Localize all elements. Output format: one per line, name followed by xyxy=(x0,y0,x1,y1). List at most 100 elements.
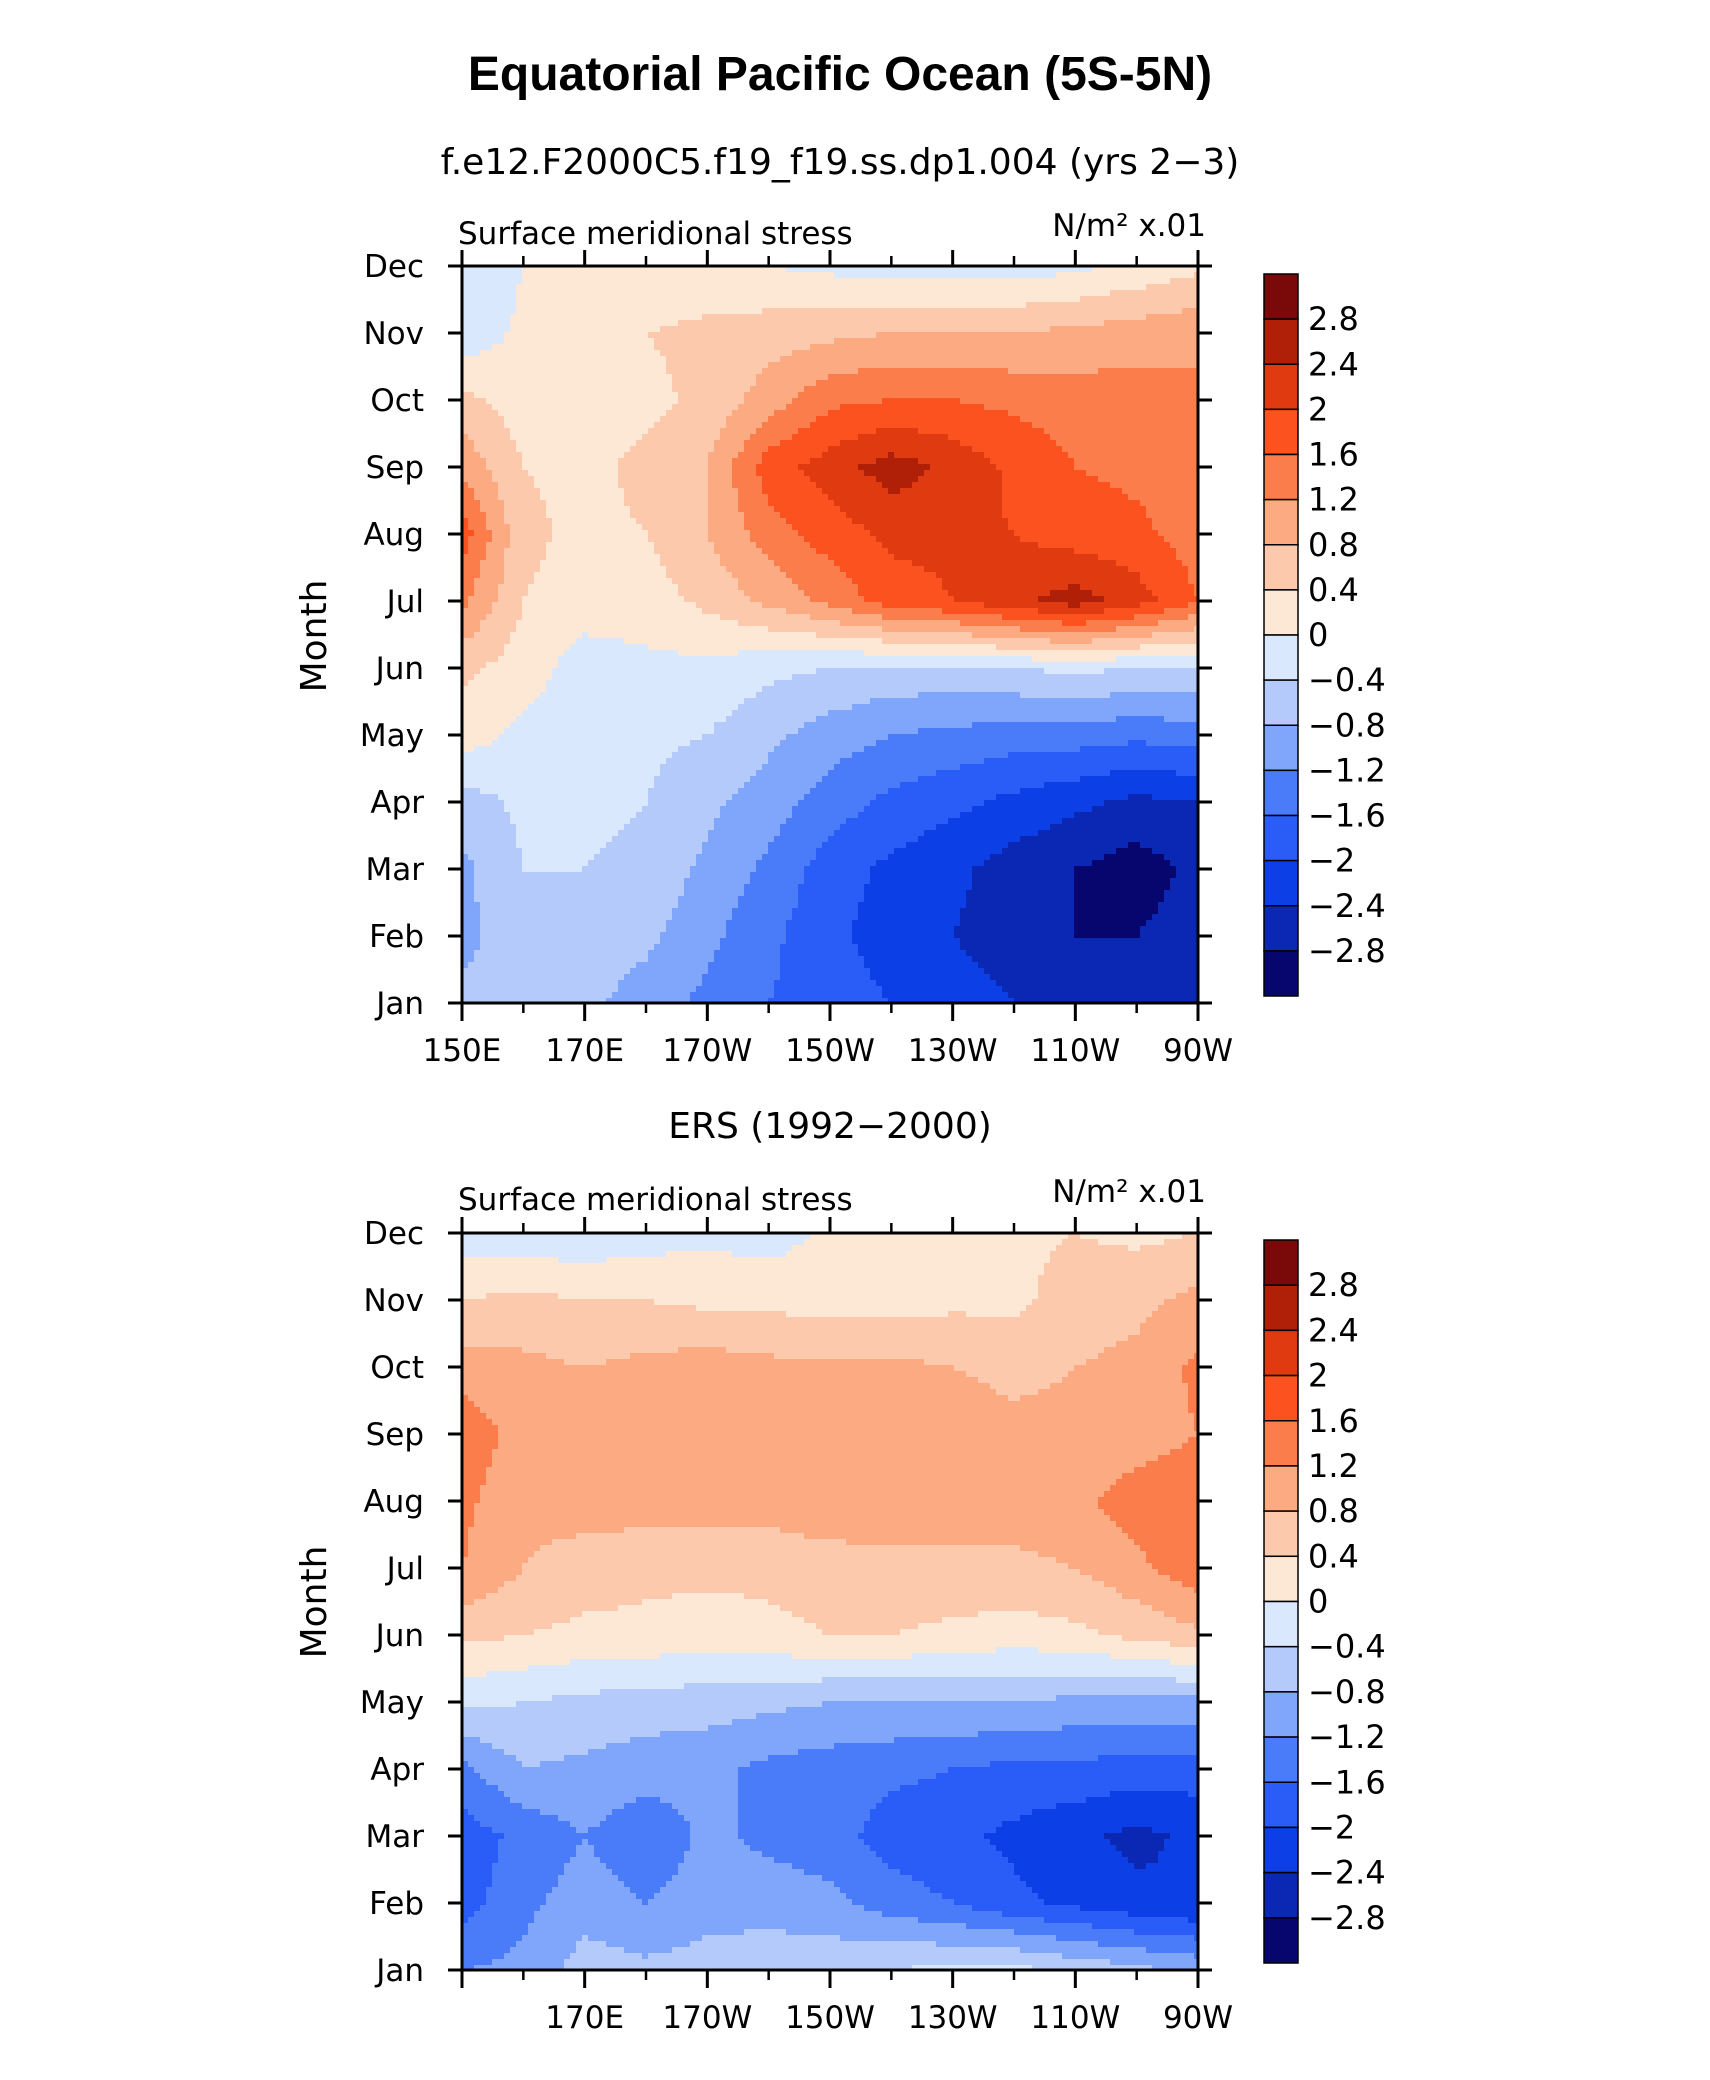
contour-cell xyxy=(498,374,505,381)
contour-cell xyxy=(918,278,925,285)
contour-cell xyxy=(1146,302,1153,309)
contour-cell xyxy=(534,506,541,513)
contour-cell xyxy=(708,458,715,465)
contour-cell xyxy=(690,500,697,507)
contour-cell xyxy=(492,422,499,429)
contour-cell xyxy=(606,314,613,321)
contour-cell xyxy=(852,458,859,465)
contour-cell xyxy=(1164,494,1171,501)
contour-cell xyxy=(672,494,679,501)
contour-cell xyxy=(900,302,907,309)
contour-cell xyxy=(534,374,541,381)
contour-cell xyxy=(762,362,769,369)
contour-cell xyxy=(1122,410,1129,417)
contour-cell xyxy=(1026,380,1033,387)
contour-cell xyxy=(810,404,817,411)
contour-cell xyxy=(1002,476,1009,483)
contour-cell xyxy=(804,314,811,321)
contour-cell xyxy=(1182,500,1189,507)
contour-cell xyxy=(834,374,841,381)
contour-cell xyxy=(798,320,805,327)
contour-cell xyxy=(468,404,475,411)
contour-cell xyxy=(1008,476,1015,483)
contour-cell xyxy=(576,392,583,399)
contour-cell xyxy=(1044,368,1051,375)
contour-cell xyxy=(1176,470,1183,477)
contour-cell xyxy=(630,470,637,477)
contour-cell xyxy=(966,440,973,447)
contour-cell xyxy=(606,320,613,327)
contour-cell xyxy=(1110,368,1117,375)
contour-cell xyxy=(660,374,667,381)
contour-cell xyxy=(990,398,997,405)
contour-cell xyxy=(750,308,757,315)
contour-cell xyxy=(792,452,799,459)
contour-cell xyxy=(1182,290,1189,297)
contour-cell xyxy=(510,356,517,363)
contour-cell xyxy=(684,494,691,501)
contour-cell xyxy=(540,338,547,345)
contour-cell xyxy=(582,398,589,405)
contour-cell xyxy=(1176,464,1183,471)
contour-cell xyxy=(1122,344,1129,351)
contour-cell xyxy=(1128,278,1135,285)
contour-cell xyxy=(678,362,685,369)
contour-cell xyxy=(1086,482,1093,489)
contour-cell xyxy=(960,338,967,345)
contour-cell xyxy=(1146,338,1153,345)
contour-cell xyxy=(960,416,967,423)
contour-cell xyxy=(810,386,817,393)
contour-cell xyxy=(648,332,655,339)
contour-cell xyxy=(972,416,979,423)
contour-cell xyxy=(696,422,703,429)
contour-cell xyxy=(1176,374,1183,381)
contour-cell xyxy=(1110,392,1117,399)
contour-cell xyxy=(696,290,703,297)
contour-cell xyxy=(1050,392,1057,399)
contour-cell xyxy=(576,326,583,333)
contour-cell xyxy=(606,380,613,387)
contour-cell xyxy=(498,326,505,333)
contour-cell xyxy=(1128,320,1135,327)
contour-cell xyxy=(750,272,757,279)
contour-cell xyxy=(780,404,787,411)
contour-cell xyxy=(558,338,565,345)
contour-cell xyxy=(1158,440,1165,447)
contour-cell xyxy=(810,272,817,279)
contour-cell xyxy=(972,320,979,327)
contour-cell xyxy=(954,386,961,393)
contour-cell xyxy=(492,320,499,327)
contour-cell xyxy=(750,368,757,375)
contour-cell xyxy=(732,278,739,285)
contour-cell xyxy=(1134,410,1141,417)
contour-cell xyxy=(1164,500,1171,507)
contour-cell xyxy=(900,458,907,465)
contour-cell xyxy=(822,482,829,489)
contour-cell xyxy=(1032,428,1039,435)
contour-cell xyxy=(522,272,529,279)
contour-cell xyxy=(624,404,631,411)
contour-cell xyxy=(696,488,703,495)
contour-cell xyxy=(948,272,955,279)
contour-cell xyxy=(642,488,649,495)
contour-cell xyxy=(936,362,943,369)
contour-cell xyxy=(1134,308,1141,315)
contour-cell xyxy=(1176,314,1183,321)
contour-cell xyxy=(918,464,925,471)
contour-cell xyxy=(852,320,859,327)
contour-cell xyxy=(474,458,481,465)
contour-cell xyxy=(1176,308,1183,315)
contour-cell xyxy=(474,488,481,495)
contour-cell xyxy=(564,338,571,345)
contour-cell xyxy=(1002,494,1009,501)
contour-cell xyxy=(768,494,775,501)
contour-cell xyxy=(912,380,919,387)
contour-cell xyxy=(954,302,961,309)
contour-cell xyxy=(606,464,613,471)
contour-cell xyxy=(1188,380,1195,387)
contour-cell xyxy=(792,416,799,423)
contour-cell xyxy=(846,332,853,339)
contour-cell xyxy=(618,452,625,459)
contour-cell xyxy=(1188,332,1195,339)
contour-cell xyxy=(1158,416,1165,423)
